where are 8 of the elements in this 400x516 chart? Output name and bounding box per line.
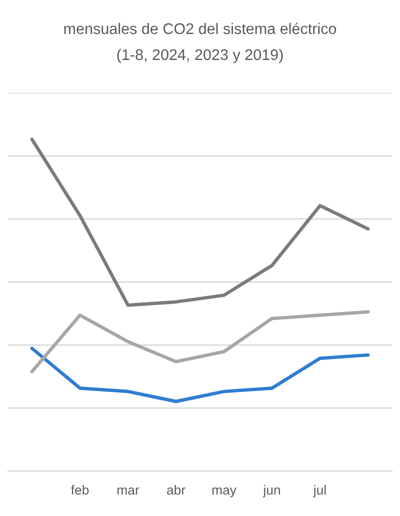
x-tick-label: abr	[167, 484, 186, 495]
x-tick-label: mar	[118, 487, 140, 495]
chart-title: mensuales de CO2 del sistema eléctrico	[64, 22, 336, 34]
x-tick-label: jun	[262, 484, 280, 498]
chart-subtitle: (1-8, 2024, 2023 y 2019)	[117, 48, 283, 64]
x-tick-label: feb	[71, 484, 89, 495]
x-tick-label: jul	[313, 484, 326, 498]
x-tick-label: may	[212, 487, 236, 498]
